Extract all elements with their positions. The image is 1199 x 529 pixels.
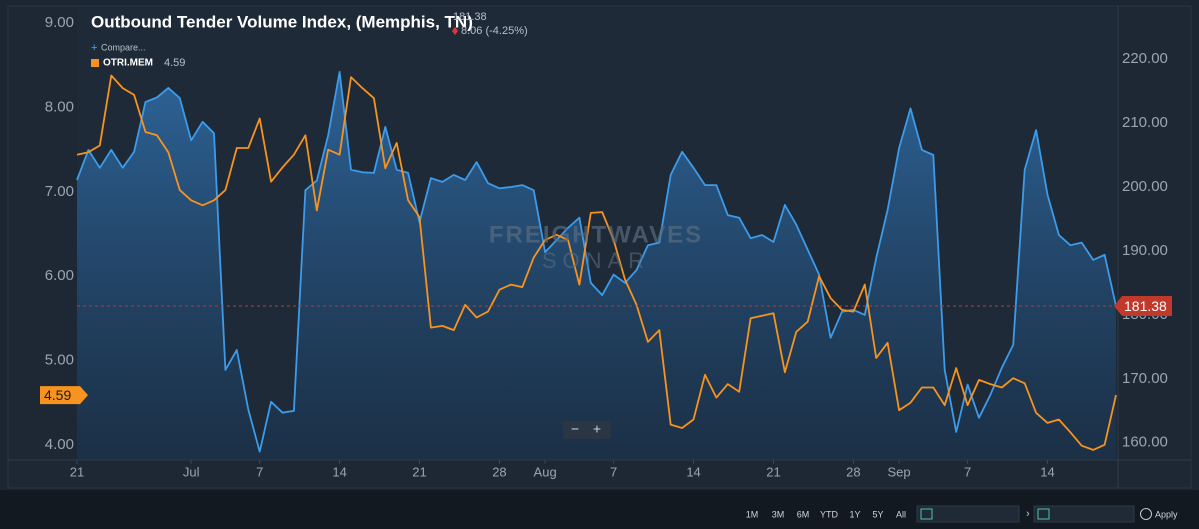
plot-area [8,6,1191,488]
y2-tick-label: 210.00 [1122,114,1168,131]
x-tick-label: 21 [70,464,84,479]
legend-swatch [91,59,99,67]
last-price: 181.38 [453,11,487,23]
y-tick-label: 6.00 [45,267,74,284]
legend-label: OTRI.MEM [103,58,153,69]
y-tick-label: 5.00 [45,351,74,368]
date-from[interactable] [916,505,1020,523]
x-tick-label: 21 [766,464,780,479]
y2-tick-label: 170.00 [1122,370,1168,387]
zoom-in[interactable]: + [593,421,601,437]
x-tick-label: 14 [332,464,346,479]
watermark: FREIGHTWAVES [489,221,703,248]
range-button[interactable]: 5Y [872,509,883,519]
area [77,71,1116,461]
y2-tick-label: 190.00 [1122,242,1168,259]
range-button[interactable]: 1M [746,509,759,519]
change: 8.06 (-4.25%) [461,25,528,37]
y-tick-label: 8.00 [45,98,74,115]
x-tick-label: 7 [610,464,617,479]
watermark: SONAR [542,248,650,273]
chart-title: Outbound Tender Volume Index, (Memphis, … [91,12,473,31]
range-button[interactable]: 3M [772,509,785,519]
y2-tick-label: 200.00 [1122,178,1168,195]
x-tick-label: 21 [412,464,426,479]
calendar-icon [1037,508,1050,520]
x-tick-label: 28 [492,464,506,479]
y2-tick-label: 220.00 [1122,50,1168,67]
toolbar: 1M 3M 6M YTD 1Y 5Y All [746,509,906,519]
last-value-flag [1114,296,1172,317]
last-value-flag [40,386,88,405]
arrow: › [1026,508,1030,520]
compare[interactable]: Compare... [101,42,146,52]
range-button[interactable]: All [896,509,906,519]
last-value-label: 181.38 [1124,298,1167,314]
y2-tick-label: 160.00 [1122,434,1168,451]
apply-icon [1140,508,1152,520]
date-to[interactable] [1033,505,1135,523]
calendar-icon [920,508,933,520]
zoom-out[interactable]: − [571,421,579,437]
apply-button[interactable]: Apply [1155,509,1178,519]
x-tick-label: 28 [846,464,860,479]
zoom-control [563,421,611,439]
y-tick-label: 7.00 [45,183,74,200]
legend-value: 4.59 [164,57,185,69]
x-tick-label: Jul [183,464,200,479]
range-button[interactable]: YTD [820,509,839,519]
x-tick-label: 14 [1040,464,1054,479]
x-tick-label: 7 [256,464,263,479]
line [76,74,1117,451]
y-tick-label: 4.00 [45,436,74,453]
x-tick-label: 14 [686,464,700,479]
range-button[interactable]: 1Y [849,509,860,519]
line [76,71,1117,453]
x-tick-label: Sep [887,464,910,479]
range-button[interactable]: 6M [797,509,810,519]
down-icon [452,27,458,35]
y-tick-label: 9.00 [45,14,74,31]
compare-icon: + [91,42,97,54]
x-tick-label: 7 [964,464,971,479]
x-tick-label: Aug [534,464,557,479]
last-value-label: 4.59 [44,387,71,403]
